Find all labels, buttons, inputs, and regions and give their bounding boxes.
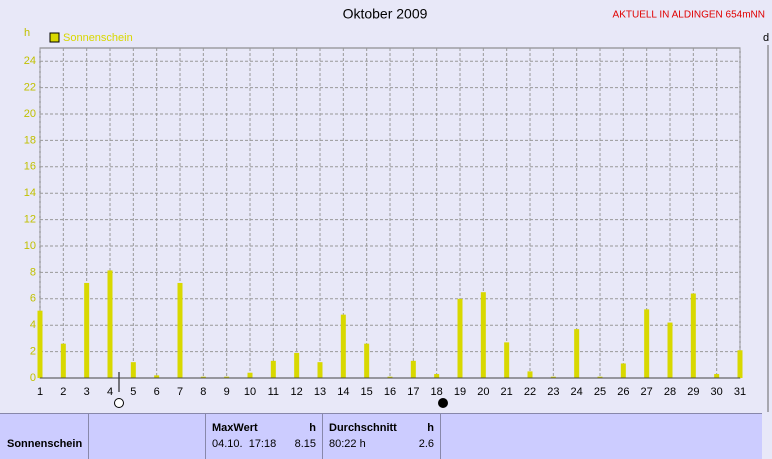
- x-tick-label: 15: [361, 386, 373, 398]
- x-tick-label: 2: [60, 386, 66, 398]
- x-tick-label: 24: [571, 386, 583, 398]
- x-tick-label: 14: [337, 386, 349, 398]
- x-tick-label: 3: [84, 386, 90, 398]
- bar: [690, 293, 696, 378]
- y-tick-label: 0: [30, 372, 36, 384]
- row-label-cell: Sonnenschein: [0, 414, 89, 459]
- max-unit: h: [309, 422, 316, 434]
- x-tick-label: 23: [547, 386, 559, 398]
- y-tick-label: 10: [24, 240, 36, 252]
- x-tick-label: 28: [664, 386, 676, 398]
- bar: [364, 343, 370, 378]
- bar: [154, 375, 160, 378]
- y-tick-label: 24: [24, 55, 36, 67]
- max-cell: MaxWert h 04.10. 17:18 8.15: [205, 414, 323, 459]
- y-tick-label: 12: [24, 214, 36, 226]
- x-tick-label: 7: [177, 386, 183, 398]
- y-tick-label: 20: [24, 108, 36, 120]
- max-time: 04.10. 17:18: [212, 438, 277, 450]
- bar: [340, 314, 346, 378]
- x-tick-label: 27: [641, 386, 653, 398]
- x-tick-label: 20: [477, 386, 489, 398]
- empty-cell: [88, 414, 206, 459]
- x-tick-label: 25: [594, 386, 606, 398]
- bar: [130, 362, 136, 378]
- bar: [247, 372, 253, 378]
- x-tick-label: 21: [501, 386, 513, 398]
- bar: [597, 376, 603, 378]
- bar: [504, 342, 510, 378]
- bar: [550, 376, 556, 378]
- x-tick-label: 19: [454, 386, 466, 398]
- x-tick-label: 13: [314, 386, 326, 398]
- legend-label: Sonnenschein: [63, 32, 133, 44]
- bar: [177, 282, 183, 378]
- y-tick-label: 2: [30, 346, 36, 358]
- bar: [387, 376, 393, 378]
- annotation: AKTUELL IN ALDINGEN 654mNN: [613, 10, 765, 21]
- x-tick-label: 22: [524, 386, 536, 398]
- bar: [317, 362, 323, 378]
- y-tick-label: 8: [30, 266, 36, 278]
- x-tick-label: 10: [244, 386, 256, 398]
- x-tick-label: 17: [407, 386, 419, 398]
- x-tick-label: 16: [384, 386, 396, 398]
- bar: [714, 374, 720, 378]
- bar: [107, 270, 113, 378]
- bar: [480, 292, 486, 378]
- y-tick-label: 18: [24, 134, 36, 146]
- x-tick-label: 18: [431, 386, 443, 398]
- x-tick-label: 12: [291, 386, 303, 398]
- bar: [737, 350, 743, 378]
- new-moon-icon: [438, 398, 448, 408]
- y2-axis-label: d: [763, 32, 769, 44]
- x-tick-label: 11: [268, 386, 279, 398]
- x-tick-label: 4: [107, 386, 113, 398]
- x-tick-label: 31: [734, 386, 746, 398]
- avg-cell: Durchschnitt h 80:22 h 2.6: [322, 414, 441, 459]
- full-moon-icon: [114, 398, 124, 408]
- y-tick-label: 14: [24, 187, 36, 199]
- y-tick-label: 6: [30, 293, 36, 305]
- legend-swatch: [49, 32, 60, 43]
- bar: [60, 343, 66, 378]
- summary-table: Sonnenschein MaxWert h 04.10. 17:18 8.15…: [0, 413, 762, 459]
- avg-unit: h: [427, 422, 434, 434]
- x-tick-label: 8: [200, 386, 206, 398]
- x-tick-label: 5: [130, 386, 136, 398]
- chart-title: Oktober 2009: [343, 6, 428, 22]
- bar: [270, 360, 276, 378]
- bar: [224, 376, 230, 378]
- y-tick-label: 16: [24, 161, 36, 173]
- bar: [84, 282, 90, 378]
- y-axis-label: h: [24, 27, 30, 39]
- avg-value: 2.6: [418, 438, 434, 450]
- y-tick-label: 4: [30, 319, 36, 331]
- max-header: MaxWert: [212, 422, 258, 434]
- bar: [457, 298, 463, 378]
- bar: [434, 374, 440, 378]
- bar: [574, 329, 580, 378]
- bar: [667, 322, 673, 378]
- avg-time: 80:22 h: [329, 438, 366, 450]
- x-tick-label: 29: [687, 386, 699, 398]
- max-value: 8.15: [294, 438, 316, 450]
- bar: [410, 360, 416, 378]
- bar: [294, 352, 300, 378]
- x-tick-label: 26: [617, 386, 629, 398]
- y-tick-label: 22: [24, 82, 36, 94]
- x-tick-label: 1: [37, 386, 43, 398]
- x-tick-label: 9: [224, 386, 230, 398]
- bar: [644, 309, 650, 378]
- chart: Oktober 2009 AKTUELL IN ALDINGEN 654mNN …: [24, 6, 769, 412]
- bar: [620, 363, 626, 378]
- x-tick-label: 30: [711, 386, 723, 398]
- avg-header: Durchschnitt: [329, 422, 397, 434]
- bar: [37, 310, 43, 378]
- x-tick-label: 6: [154, 386, 160, 398]
- row-label: Sonnenschein: [7, 438, 83, 450]
- bar: [527, 371, 533, 378]
- bar: [200, 376, 206, 378]
